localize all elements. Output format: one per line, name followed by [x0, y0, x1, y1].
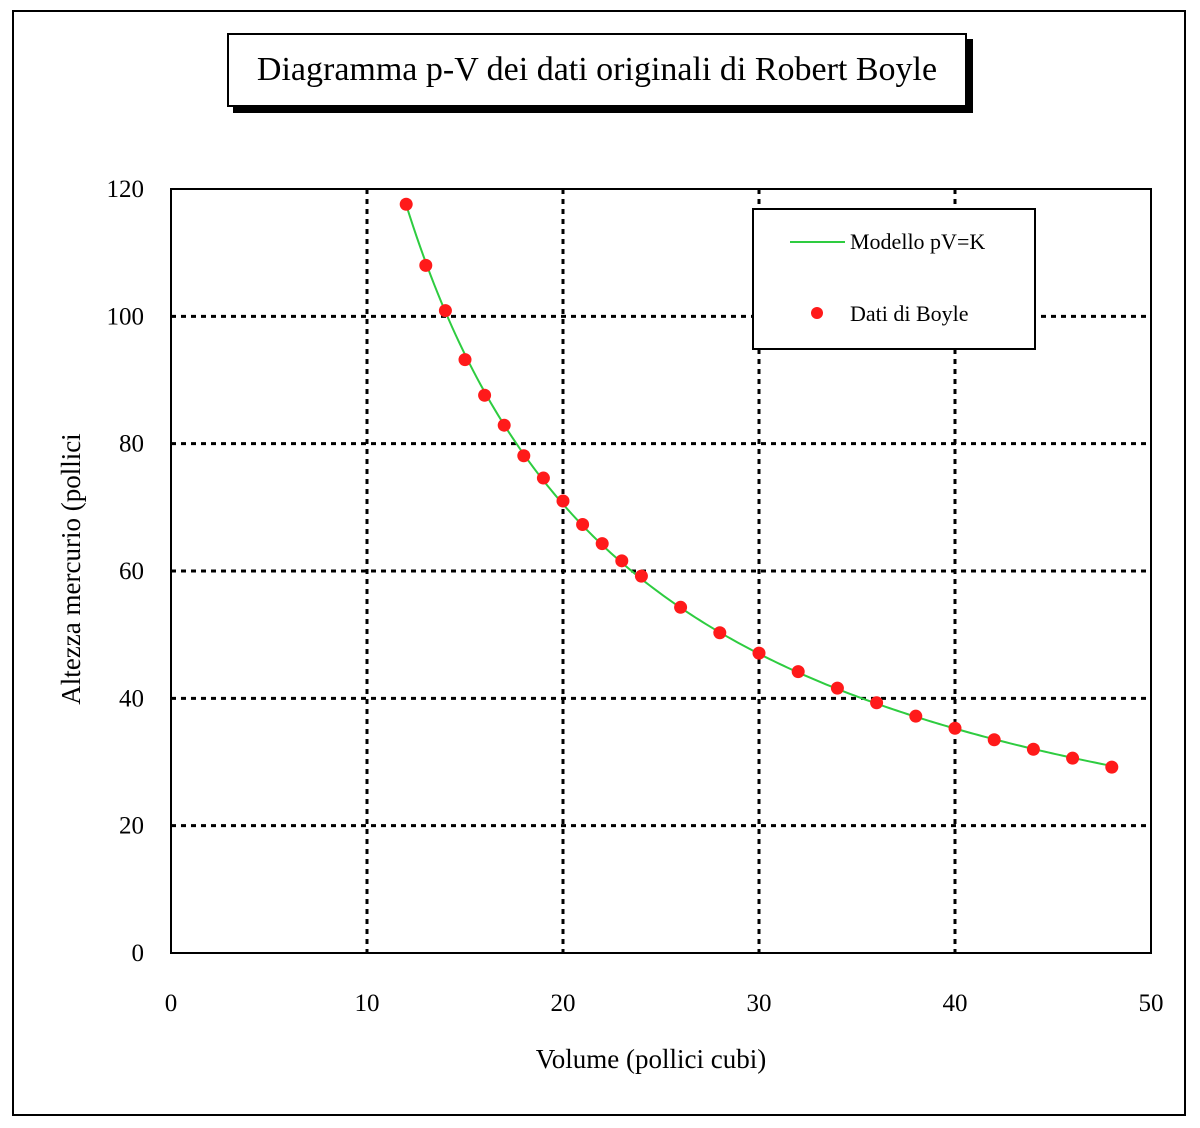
data-point: [419, 258, 433, 272]
x-tick-label: 30: [747, 990, 772, 1017]
data-point: [497, 418, 511, 432]
data-point: [830, 681, 844, 695]
x-tick-label: 40: [943, 990, 968, 1017]
axis-ticks: 0 10 20 30 40 50 0 20 40 60 80 100 120: [107, 176, 1164, 1017]
data-point: [674, 600, 688, 614]
data-point: [438, 304, 452, 318]
data-point: [1066, 751, 1080, 765]
chart-title: Diagramma p-V dei dati originali di Robe…: [227, 33, 967, 107]
data-point: [948, 721, 962, 735]
grid-lines: [171, 189, 1151, 953]
y-tick-label: 40: [119, 685, 144, 712]
legend: Modello pV=K Dati di Boyle: [752, 208, 1036, 350]
y-tick-label: 100: [107, 303, 145, 330]
data-point: [634, 569, 648, 583]
x-tick-label: 20: [551, 990, 576, 1017]
data-point: [478, 388, 492, 402]
y-tick-label: 20: [119, 813, 144, 840]
legend-dot-label: Dati di Boyle: [850, 301, 969, 326]
plot-border: [170, 188, 1152, 954]
x-tick-label: 50: [1139, 990, 1164, 1017]
data-point: [458, 353, 472, 367]
data-point: [987, 733, 1001, 747]
data-point: [1026, 742, 1040, 756]
data-point: [870, 696, 884, 710]
data-point: [713, 626, 727, 640]
y-tick-label: 60: [119, 558, 144, 585]
data-point: [909, 709, 923, 723]
data-point: [556, 494, 570, 508]
x-tick-label: 0: [165, 990, 178, 1017]
data-point: [517, 449, 531, 463]
data-point: [536, 471, 550, 485]
data-point: [791, 665, 805, 679]
legend-dot-swatch: [811, 307, 823, 319]
data-point: [615, 554, 629, 568]
y-tick-label: 80: [119, 431, 144, 458]
y-tick-label: 120: [107, 176, 145, 203]
data-point: [752, 646, 766, 660]
data-series: [399, 197, 1119, 774]
legend-box: [752, 208, 1036, 350]
data-point: [576, 518, 590, 532]
y-tick-label: 0: [132, 940, 145, 967]
x-axis-label: Volume (pollici cubi): [536, 1044, 766, 1074]
data-point: [595, 537, 609, 551]
chart-frame: [12, 10, 1186, 1116]
data-point: [1105, 760, 1119, 774]
legend-line-label: Modello pV=K: [850, 229, 985, 254]
data-point: [399, 197, 413, 211]
x-tick-label: 10: [355, 990, 380, 1017]
y-axis-label: Altezza mercurio (pollici: [56, 433, 86, 704]
